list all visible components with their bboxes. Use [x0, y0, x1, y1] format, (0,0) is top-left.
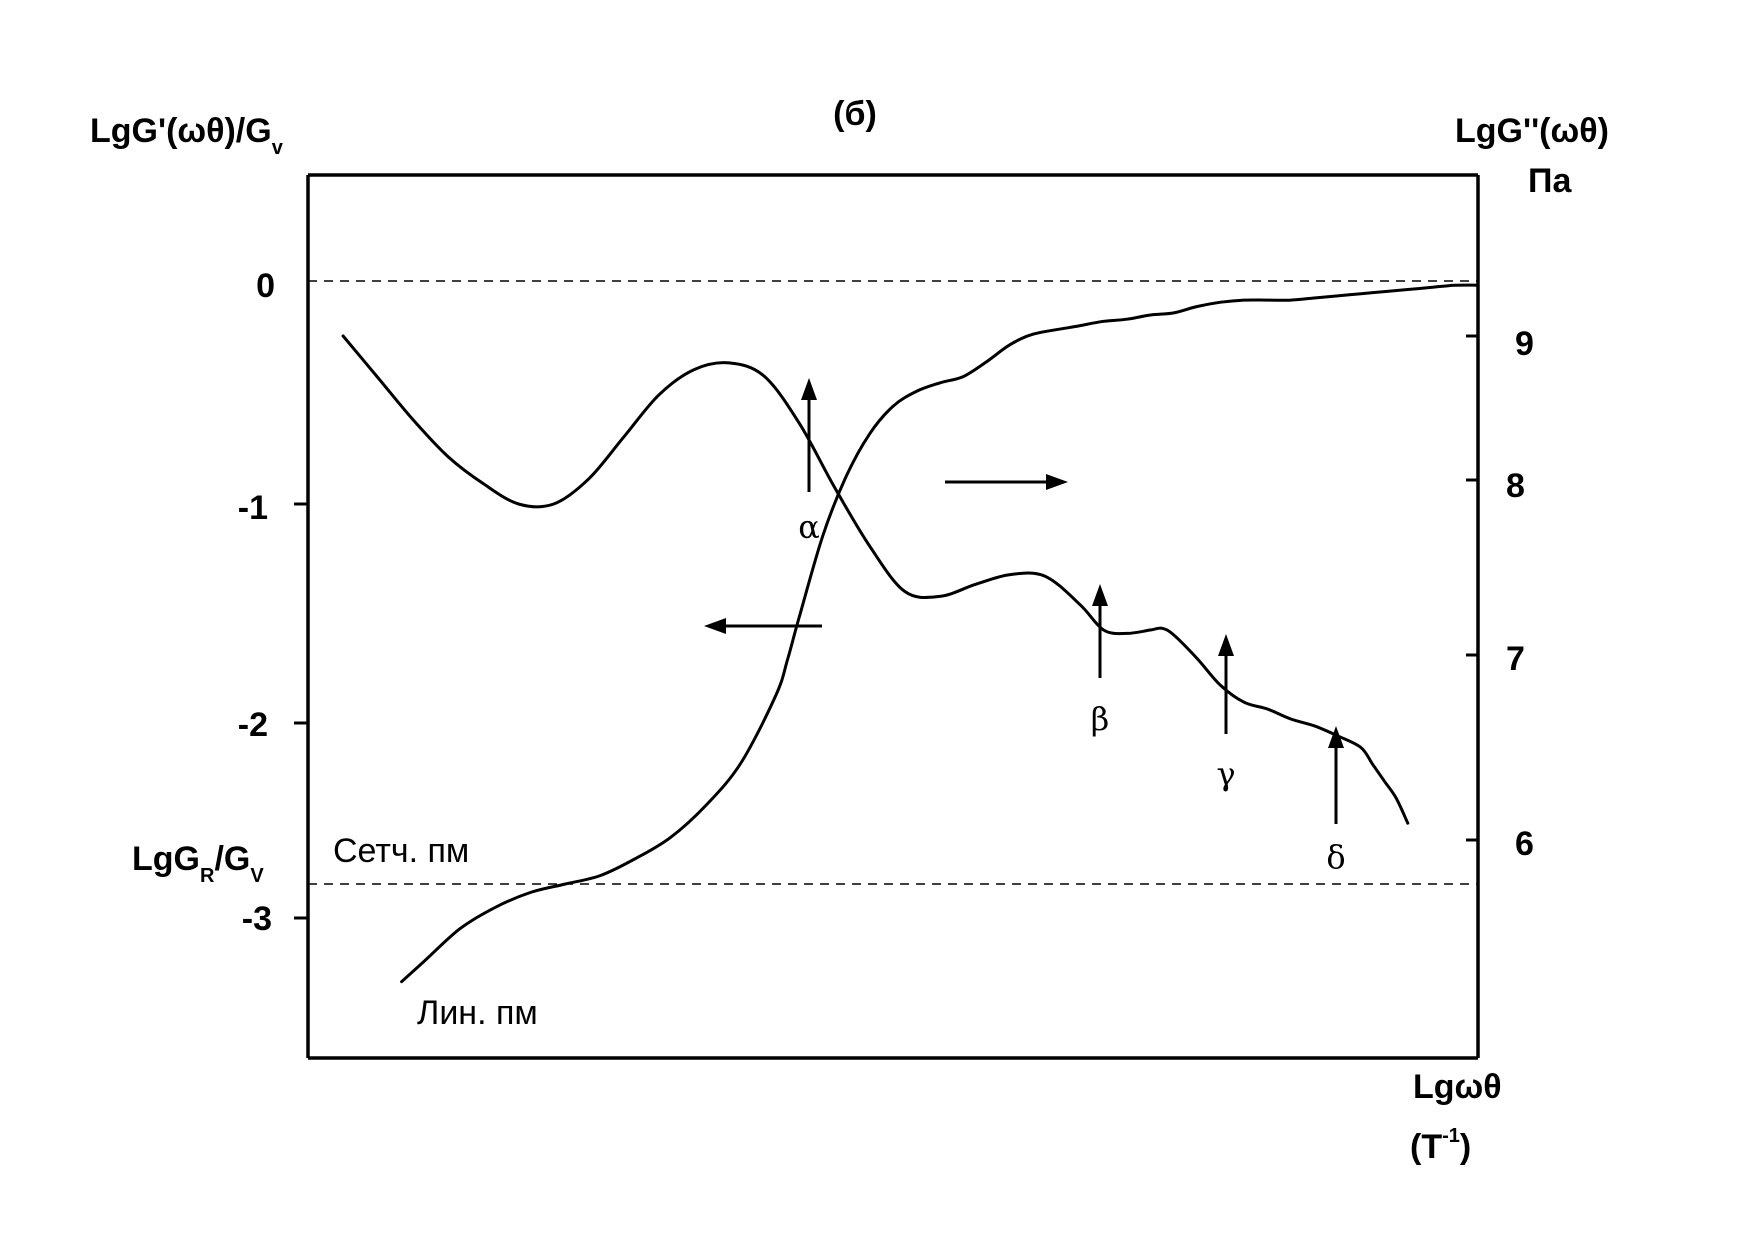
transition-arrow-beta: β [1091, 584, 1110, 738]
transition-label-alpha: α [798, 508, 820, 546]
y-left-tick-label: -2 [238, 706, 268, 744]
y-right-tick-label: 8 [1506, 467, 1525, 505]
y-left-label: LgG'(ωθ)/Gv [90, 112, 284, 159]
y-left-tick-label: 0 [256, 267, 275, 305]
y-right-tick-label: 6 [1515, 825, 1534, 863]
x-label-line1: Lgωθ [1413, 1068, 1502, 1106]
x-label-line2-base: (T [1410, 1128, 1442, 1166]
transition-arrow-alpha: α [798, 378, 820, 546]
series-right-curve [341, 334, 1410, 825]
transition-label-beta: β [1091, 700, 1110, 738]
y-right-tick-label: 9 [1515, 325, 1534, 363]
chart-title: (б) [833, 95, 877, 133]
y-left-tick-label: -3 [242, 900, 272, 938]
direction-arrow-left [704, 618, 822, 634]
x-label-line2-sup: -1 [1442, 1125, 1460, 1147]
transition-arrow-alpha-head [801, 378, 817, 400]
transition-arrow-gamma: γ [1216, 634, 1236, 793]
transition-arrow-gamma-head [1218, 634, 1234, 656]
x-label-line2: (T-1) [1410, 1125, 1471, 1166]
transition-arrow-delta-head [1328, 726, 1344, 748]
y-left-tick-label: -1 [238, 489, 268, 527]
y-right-tick-label: 7 [1506, 640, 1525, 678]
transition-arrow-beta-head [1092, 584, 1108, 606]
reference-label-sub1: R [200, 865, 215, 887]
direction-arrow-right [945, 474, 1068, 490]
reference-label-mid: /G [214, 840, 250, 878]
x-label-line2-end: ) [1460, 1128, 1471, 1166]
y-left-ticks: 0 -1 -2 -3 [238, 267, 308, 938]
y-right-label-line2: Па [1528, 162, 1572, 200]
reference-label-main: LgG [132, 840, 200, 878]
reference-label-sub2: V [250, 865, 264, 887]
direction-arrow-left-head [704, 618, 726, 634]
annotation-network: Сетч. пм [333, 832, 469, 870]
transition-arrow-delta: δ [1326, 726, 1346, 876]
direction-arrow-right-head [1046, 474, 1068, 490]
y-left-label-main: LgG'(ωθ)/G [90, 112, 272, 150]
y-right-ticks: 9 8 7 6 [1466, 325, 1534, 863]
reference-line-label: LgGR/GV [132, 840, 264, 887]
transition-label-delta: δ [1326, 838, 1345, 876]
y-right-label-line1: LgG''(ωθ) [1455, 112, 1609, 150]
y-left-label-sub: v [272, 137, 284, 159]
series-left-curve [400, 283, 1480, 984]
transition-label-gamma: γ [1216, 755, 1235, 793]
annotation-linear: Лин. пм [417, 994, 538, 1032]
